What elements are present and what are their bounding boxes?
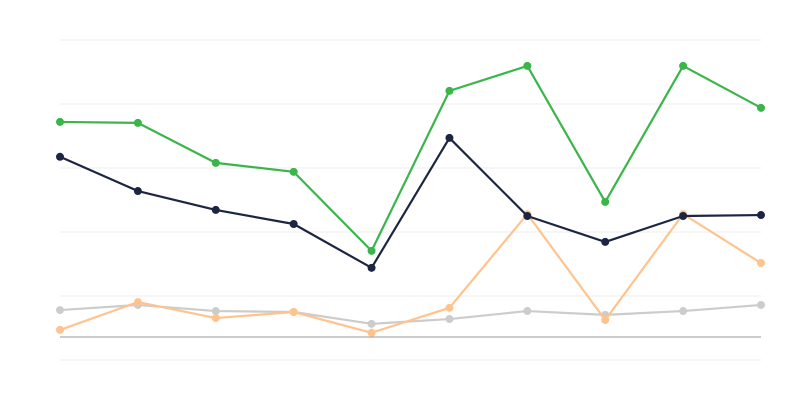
- data-point[interactable]: [367, 246, 376, 255]
- data-point[interactable]: [601, 316, 610, 324]
- data-point[interactable]: [56, 152, 64, 161]
- data-point[interactable]: [445, 86, 454, 95]
- data-point[interactable]: [367, 319, 376, 328]
- data-point[interactable]: [133, 118, 142, 127]
- data-point[interactable]: [445, 133, 454, 142]
- series-group: [56, 61, 765, 337]
- data-point[interactable]: [211, 307, 220, 316]
- data-point[interactable]: [757, 103, 765, 112]
- data-point[interactable]: [133, 187, 142, 196]
- data-point[interactable]: [211, 158, 220, 167]
- series-1: [56, 300, 765, 328]
- data-point[interactable]: [445, 303, 454, 312]
- data-point[interactable]: [56, 117, 64, 126]
- data-point[interactable]: [523, 61, 532, 70]
- data-point[interactable]: [757, 300, 765, 309]
- data-point[interactable]: [601, 197, 610, 206]
- series-line: [59, 136, 762, 269]
- data-point[interactable]: [445, 315, 454, 324]
- data-point[interactable]: [679, 61, 688, 70]
- data-point[interactable]: [757, 211, 765, 220]
- data-point[interactable]: [367, 263, 376, 272]
- data-point[interactable]: [289, 308, 298, 316]
- data-point[interactable]: [289, 167, 298, 176]
- series-2: [56, 210, 765, 337]
- data-point[interactable]: [56, 325, 64, 334]
- data-point[interactable]: [679, 212, 688, 220]
- series-3: [56, 133, 765, 272]
- data-point[interactable]: [56, 306, 64, 315]
- series-line: [59, 212, 762, 334]
- series-4: [56, 61, 765, 255]
- data-point[interactable]: [289, 220, 298, 228]
- data-point[interactable]: [211, 205, 220, 214]
- data-point[interactable]: [757, 259, 765, 268]
- data-point[interactable]: [523, 212, 532, 220]
- series-line: [59, 64, 762, 252]
- data-point[interactable]: [679, 307, 688, 316]
- data-point[interactable]: [133, 298, 142, 307]
- gridlines: [60, 39, 761, 361]
- data-point[interactable]: [367, 328, 376, 337]
- data-point[interactable]: [523, 307, 532, 316]
- data-point[interactable]: [211, 314, 220, 323]
- data-point[interactable]: [601, 237, 610, 246]
